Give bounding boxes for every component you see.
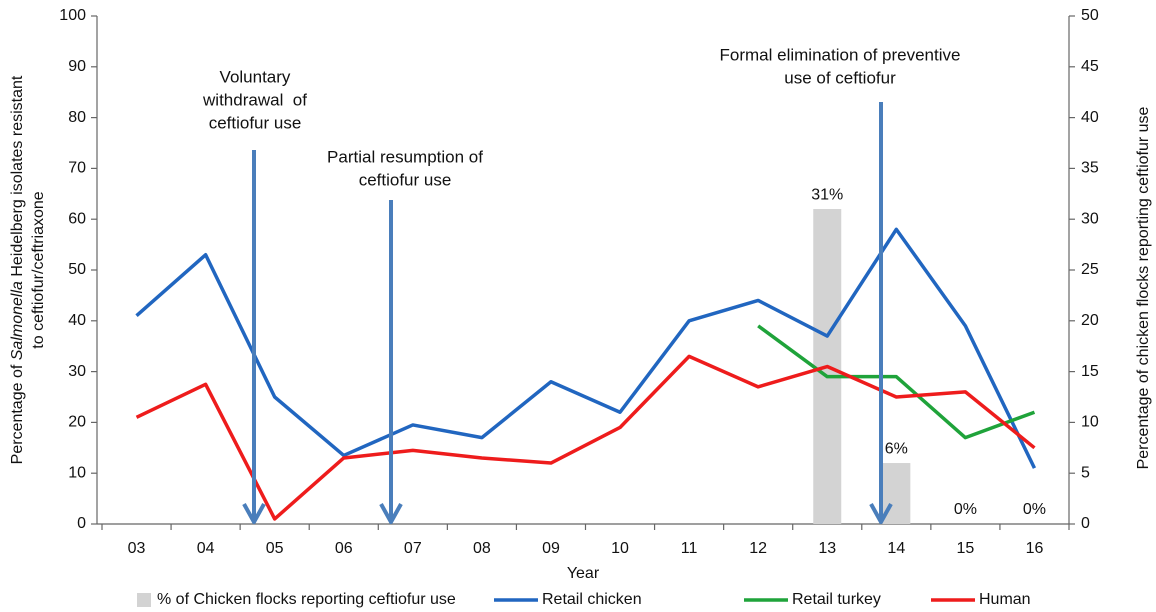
x-tick-label: 14 — [887, 540, 905, 557]
y-axis-label-part: Heidelberg isolates resistant — [9, 75, 26, 281]
legend-label: Retail turkey — [792, 591, 881, 608]
x-tick-label: 11 — [681, 540, 698, 557]
x-tick-label: 04 — [197, 540, 215, 557]
value-label: 31% — [811, 186, 843, 203]
legend-label: % of Chicken flocks reporting ceftiofur … — [157, 591, 456, 608]
line — [135, 354, 1036, 521]
y-tick-label: 10 — [68, 464, 86, 481]
y2-tick-label: 20 — [1081, 312, 1099, 329]
y-tick-label: 80 — [68, 109, 86, 126]
y2-tick-label: 0 — [1081, 515, 1090, 532]
x-tick-label: 12 — [749, 540, 767, 557]
arrow-head — [869, 503, 893, 524]
y2-axis-label: Percentage of chicken flocks reporting c… — [1135, 106, 1152, 469]
y-axis-label: Percentage of Salmonella Heidelberg isol… — [9, 75, 47, 464]
y2-tick-label: 35 — [1081, 160, 1099, 177]
y2-tick-label: 5 — [1081, 464, 1090, 481]
x-tick-label: 06 — [335, 540, 353, 557]
x-tick-label: 07 — [404, 540, 422, 557]
annotation: ceftiofur use — [209, 113, 302, 132]
y2-tick-label: 30 — [1081, 210, 1099, 227]
legend-swatch — [137, 593, 151, 607]
y-axis-label-part: Salmonella — [9, 281, 26, 360]
y2-tick-label: 10 — [1081, 414, 1099, 431]
y-tick-label: 40 — [68, 312, 86, 329]
line — [135, 227, 1037, 469]
y-tick-label: 100 — [59, 7, 86, 24]
y2-tick-label: 45 — [1081, 58, 1099, 75]
y-axis-label-part: Percentage of — [9, 360, 26, 464]
y-tick-label: 90 — [68, 58, 86, 75]
annotation: use of ceftiofur — [784, 68, 896, 87]
x-tick-label: 16 — [1026, 540, 1044, 557]
y-tick-label: 0 — [77, 515, 86, 532]
annotation: Voluntary — [220, 67, 291, 86]
value-label: 6% — [885, 440, 908, 457]
annotation: withdrawal of — [202, 90, 307, 109]
annotation: ceftiofur use — [359, 170, 452, 189]
y-axis-label-part: to ceftiofur/ceftriaxone — [30, 191, 47, 349]
x-tick-label: 08 — [473, 540, 491, 557]
y2-tick-label: 25 — [1081, 261, 1099, 278]
x-tick-label: 03 — [128, 540, 146, 557]
y2-tick-label: 15 — [1081, 363, 1099, 380]
x-axis-label: Year — [567, 565, 600, 582]
legend-label: Retail chicken — [542, 591, 642, 608]
line — [757, 324, 1036, 440]
y2-tick-label: 50 — [1081, 7, 1099, 24]
x-tick-label: 09 — [542, 540, 560, 557]
annotation: Formal elimination of preventive — [720, 45, 961, 64]
x-tick-label: 13 — [818, 540, 836, 557]
legend-label: Human — [979, 591, 1031, 608]
x-tick-label: 15 — [956, 540, 974, 557]
y-tick-label: 30 — [68, 363, 86, 380]
y-tick-label: 70 — [68, 160, 86, 177]
arrow-head — [242, 503, 266, 524]
annotation: Partial resumption of — [327, 147, 483, 166]
y-tick-label: 60 — [68, 210, 86, 227]
value-label: 0% — [1023, 501, 1046, 518]
x-tick-label: 10 — [611, 540, 629, 557]
value-label: 0% — [954, 501, 977, 518]
y2-tick-label: 40 — [1081, 109, 1099, 126]
x-tick-label: 05 — [266, 540, 284, 557]
y-tick-label: 50 — [68, 261, 86, 278]
arrow-head — [379, 503, 403, 524]
y-tick-label: 20 — [68, 414, 86, 431]
